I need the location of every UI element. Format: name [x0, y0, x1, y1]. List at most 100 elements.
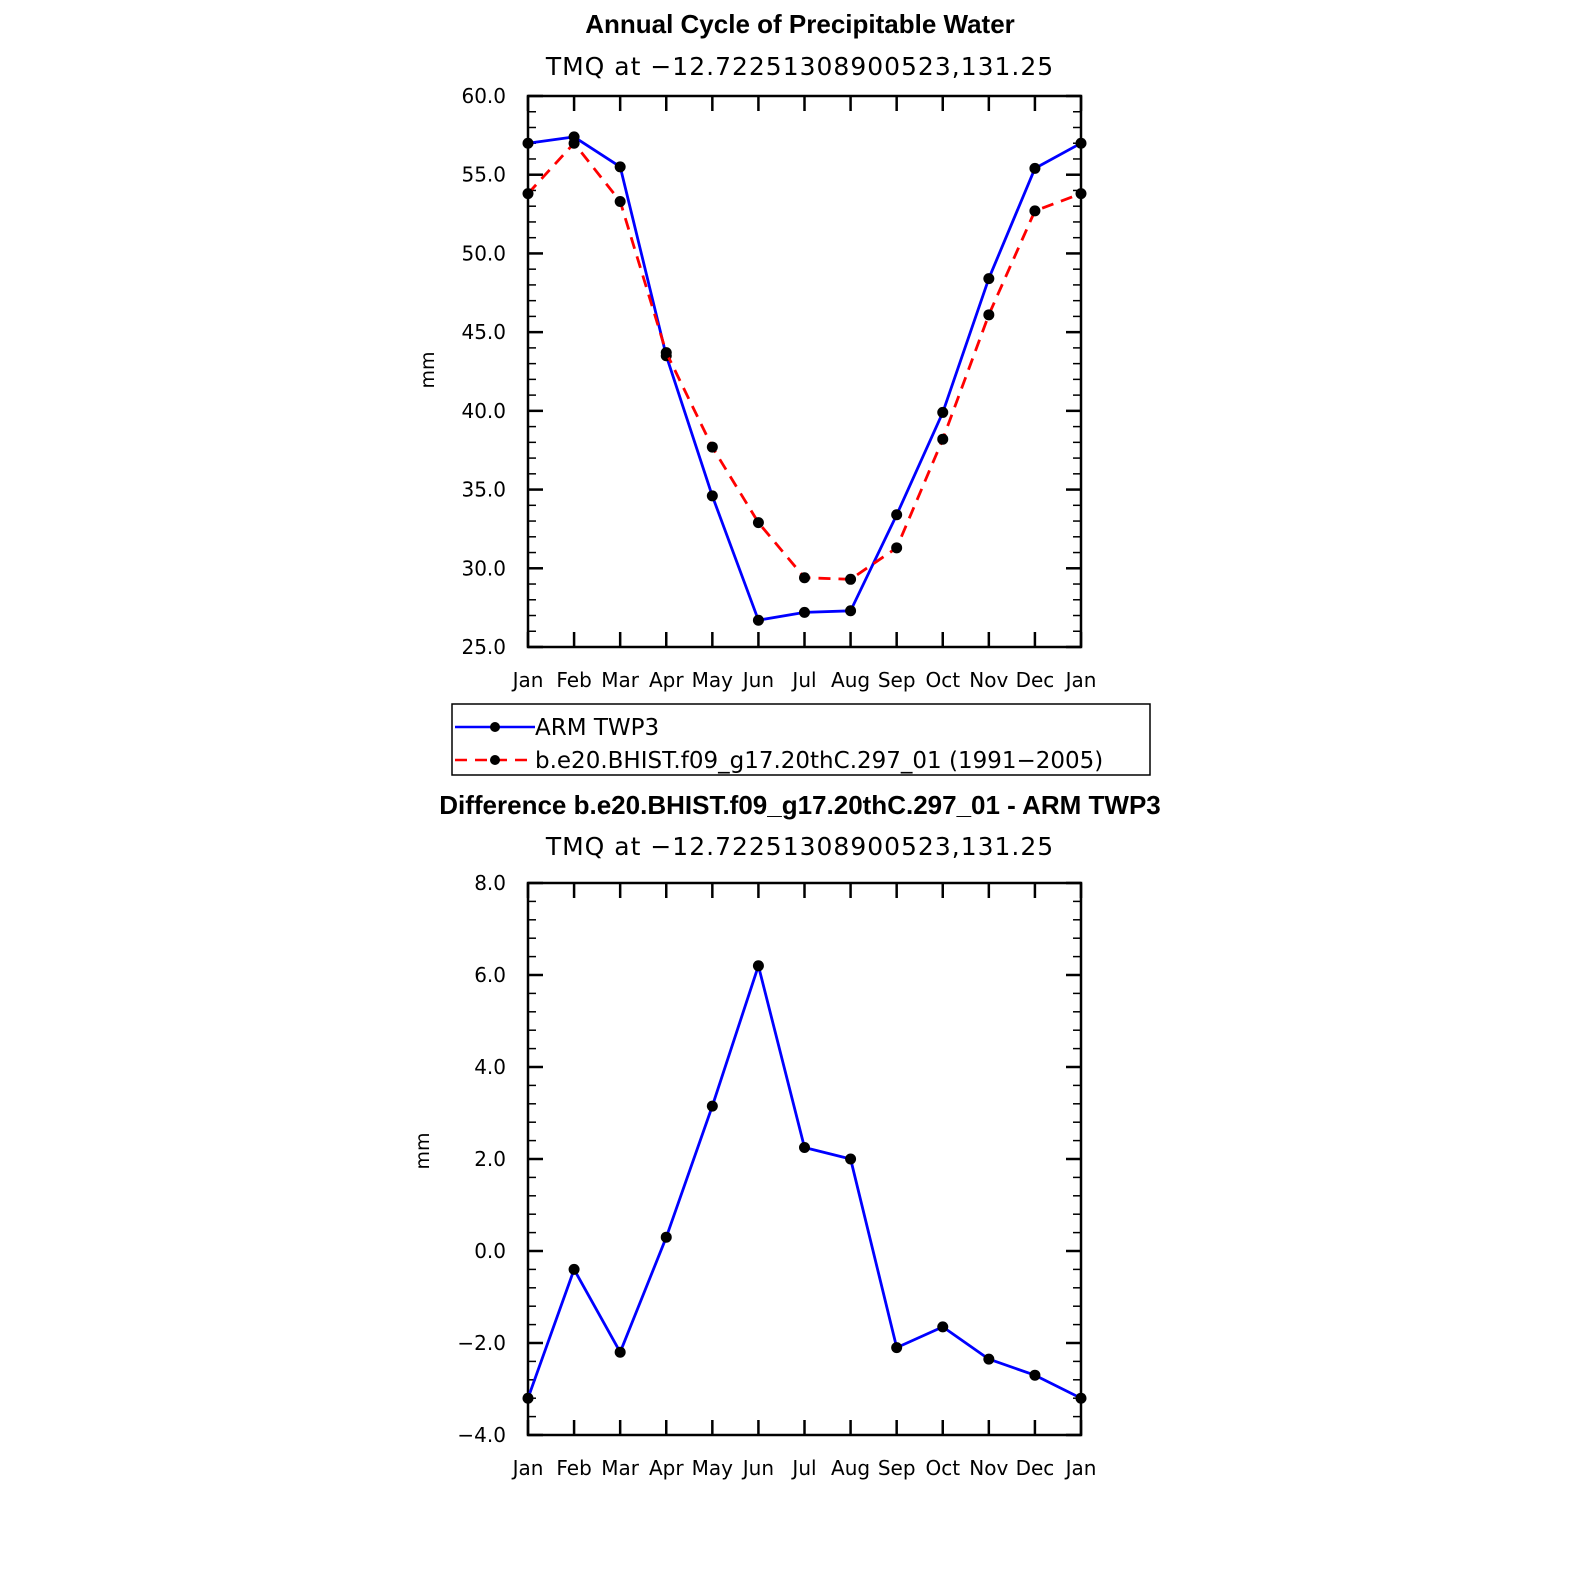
data-point — [845, 573, 857, 585]
data-point — [706, 441, 718, 453]
x-tick-label: Apr — [649, 668, 684, 692]
plot-marks: Jan Feb Mar Apr May Jun Jul Aug Sep Oct Nov Dec Jan−… — [457, 871, 1096, 1480]
x-tick-label: Feb — [556, 1456, 591, 1480]
legend-box — [451, 703, 1151, 776]
data-point — [1075, 137, 1087, 149]
x-tick-label: Nov — [969, 1456, 1008, 1480]
data-point — [891, 509, 903, 521]
y-tick-label: 40.0 — [461, 399, 506, 423]
y-axis-label: mm — [412, 1132, 434, 1169]
legend-label-model: b.e20.BHIST.f09_g17.20thC.297_01 (1991−2… — [535, 748, 1103, 774]
data-point — [799, 572, 810, 584]
x-tick-label: Jan — [1064, 668, 1097, 692]
x-tick-label: Jan — [511, 668, 544, 692]
y-tick-label: 0.0 — [474, 1239, 506, 1263]
chart-subtitle: TMQ at −12.72251308900523,131.25 — [545, 832, 1054, 861]
data-point — [522, 188, 534, 200]
plot-marks: Jan Feb Mar Apr May Jun Jul Aug Sep Oct Nov Dec Jan2… — [461, 84, 1096, 692]
x-tick-label: Apr — [649, 1456, 684, 1480]
x-tick-label: Oct — [925, 668, 960, 692]
data-point — [706, 1100, 718, 1112]
data-point — [983, 273, 995, 285]
x-tick-label: Jan — [1064, 1456, 1097, 1480]
x-tick-label: Mar — [601, 1456, 640, 1480]
y-tick-label: 60.0 — [461, 84, 506, 108]
data-point — [568, 1263, 580, 1275]
y-tick-label: −4.0 — [457, 1423, 506, 1447]
difference-panel: Difference b.e20.BHIST.f09_g17.20thC.297… — [412, 790, 1161, 1480]
plot-frame — [526, 881, 1083, 1437]
data-point — [752, 960, 764, 972]
chart-title: Annual Cycle of Precipitable Water — [585, 9, 1015, 39]
y-tick-label: 45.0 — [461, 320, 506, 344]
legend: ARM TWP3 b.e20.BHIST.f09_g17.20thC.297_0… — [451, 703, 1151, 776]
data-point — [706, 490, 718, 502]
series-line — [526, 964, 1082, 1400]
data-point — [1075, 188, 1087, 200]
annual-cycle-panel: Annual Cycle of Precipitable Water TMQ a… — [417, 9, 1096, 692]
y-tick-label: 4.0 — [474, 1055, 506, 1079]
data-point — [1029, 162, 1041, 174]
x-tick-label: Jul — [790, 1456, 816, 1480]
series-line — [526, 141, 1082, 581]
legend-marker-model — [490, 755, 500, 765]
data-point — [845, 605, 857, 617]
x-tick-label: Aug — [831, 1456, 870, 1480]
x-tick-label: Jun — [741, 668, 774, 692]
y-tick-label: 25.0 — [461, 635, 506, 659]
data-point — [891, 542, 903, 554]
data-point — [752, 614, 764, 626]
y-tick-label: 8.0 — [474, 871, 506, 895]
x-tick-label: Dec — [1016, 1456, 1055, 1480]
data-point — [937, 433, 949, 445]
data-point — [937, 1321, 949, 1333]
x-tick-label: Jul — [790, 668, 816, 692]
data-point — [983, 1353, 995, 1365]
data-point — [891, 1342, 903, 1354]
data-point — [799, 606, 810, 618]
data-point — [752, 517, 764, 529]
x-tick-label: Nov — [969, 668, 1008, 692]
data-point — [568, 137, 580, 149]
x-tick-label: Jan — [511, 1456, 544, 1480]
x-tick-label: May — [692, 668, 734, 692]
x-tick-label: Sep — [878, 1456, 916, 1480]
data-point — [1029, 1369, 1041, 1381]
x-tick-label: Mar — [601, 668, 640, 692]
data-point — [614, 1346, 626, 1358]
data-point — [799, 1142, 810, 1153]
x-tick-label: Aug — [831, 668, 870, 692]
data-point — [983, 309, 995, 321]
data-point — [1075, 1392, 1087, 1404]
x-tick-label: Oct — [925, 1456, 960, 1480]
y-axis-label: mm — [417, 351, 439, 388]
chart-title: Difference b.e20.BHIST.f09_g17.20thC.297… — [439, 790, 1161, 820]
x-tick-label: Jun — [741, 1456, 774, 1480]
x-tick-label: Sep — [878, 668, 916, 692]
legend-marker-arm — [490, 722, 500, 732]
plot-frame — [526, 94, 1083, 649]
y-tick-label: −2.0 — [457, 1331, 506, 1355]
chart-subtitle: TMQ at −12.72251308900523,131.25 — [545, 52, 1054, 81]
legend-label-arm: ARM TWP3 — [535, 715, 659, 741]
data-point — [660, 347, 672, 359]
y-tick-label: 2.0 — [474, 1147, 506, 1171]
y-tick-label: 35.0 — [461, 478, 506, 502]
data-point — [937, 406, 949, 418]
x-tick-label: May — [692, 1456, 734, 1480]
data-point — [522, 137, 534, 149]
data-point — [1029, 205, 1041, 217]
data-point — [660, 1231, 672, 1243]
x-tick-label: Feb — [556, 668, 591, 692]
data-point — [614, 161, 626, 173]
series-line — [527, 135, 1082, 622]
data-point — [614, 195, 626, 207]
data-point — [522, 1392, 534, 1404]
x-tick-label: Dec — [1016, 668, 1055, 692]
y-tick-label: 30.0 — [461, 556, 506, 580]
y-tick-label: 50.0 — [461, 241, 506, 265]
data-point — [845, 1153, 857, 1165]
y-tick-label: 6.0 — [474, 963, 506, 987]
y-tick-label: 55.0 — [461, 163, 506, 187]
